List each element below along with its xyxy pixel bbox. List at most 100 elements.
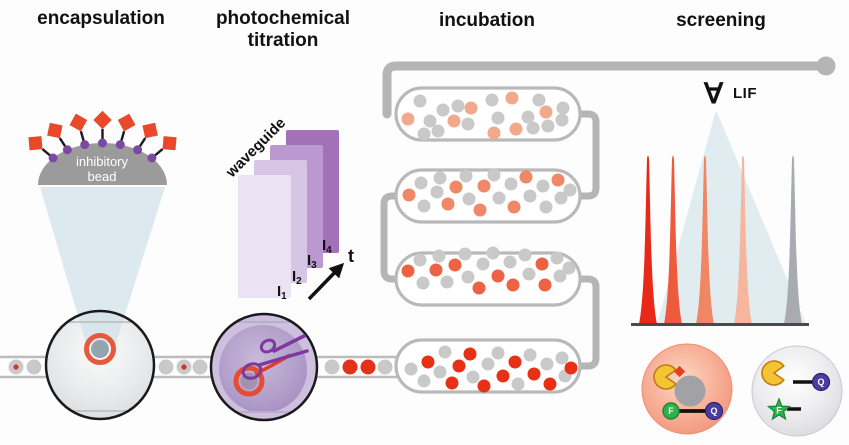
linker-dot — [147, 153, 157, 163]
droplet-dot — [506, 278, 520, 292]
quencher-bead — [811, 372, 831, 392]
droplet-dot — [451, 99, 465, 113]
droplet-dot — [436, 103, 450, 117]
droplet-outline — [209, 312, 319, 422]
receptor-stem — [138, 137, 147, 148]
receptor-stem — [58, 137, 67, 148]
inhibitor-diamond — [142, 122, 158, 139]
receptor-stem — [79, 130, 86, 143]
inhibitor-diamond — [93, 110, 112, 130]
droplet-dot — [433, 365, 447, 379]
droplet-dot — [421, 355, 435, 369]
droplet-dot — [432, 249, 446, 263]
linker-dot — [115, 140, 125, 150]
droplet-bead-dot — [13, 364, 19, 370]
droplet-dot — [527, 367, 541, 381]
header-photochemical-line1: photochemical — [216, 8, 350, 29]
droplet-dot — [481, 357, 495, 371]
bead-core — [91, 340, 109, 358]
magnified-droplet-titration — [209, 312, 319, 422]
droplet-dot — [445, 376, 459, 390]
droplet-dot — [402, 188, 416, 202]
droplet-dot — [417, 199, 431, 213]
linker-dot — [48, 153, 58, 163]
droplet-dot — [563, 183, 577, 197]
droplet-dot — [491, 269, 505, 283]
fluorescence-peak — [734, 155, 752, 324]
gray-droplet — [751, 345, 843, 437]
receptor-stem — [41, 148, 52, 157]
fluorescence-peak — [639, 155, 657, 324]
channel-droplet — [158, 359, 174, 375]
intensity-label: I4 — [322, 237, 332, 256]
droplet-dot — [463, 347, 477, 361]
bead-ring — [84, 333, 116, 365]
droplet-dot — [449, 180, 463, 194]
droplet-dot — [413, 253, 427, 267]
droplet-dot — [543, 377, 557, 391]
quencher-label: Q — [710, 406, 717, 416]
released-droplet — [360, 359, 376, 375]
droplet-dot — [441, 197, 455, 211]
droplet-dot — [414, 176, 428, 190]
quencher-bead — [704, 401, 724, 421]
droplet-dot — [413, 94, 427, 108]
fluorophore-star-icon — [766, 397, 792, 421]
droplet-bead-dot — [181, 364, 187, 370]
bead-ring — [233, 365, 265, 397]
droplet-dot — [472, 281, 486, 295]
droplet-dot — [491, 111, 505, 125]
intensity-labels: I1 I2 I3 I4 — [277, 237, 332, 302]
droplet-dot — [556, 101, 570, 115]
fluorophore-label: F — [668, 406, 674, 416]
droplet-dot — [540, 357, 554, 371]
header-incubation: incubation — [439, 10, 535, 31]
droplet-dot — [509, 122, 523, 136]
droplet-dot — [521, 110, 535, 124]
enzyme-pacman-icon — [761, 360, 785, 386]
droplet-dot — [539, 200, 553, 214]
droplet-outline — [44, 309, 156, 421]
legend-droplet-inhibited: F Q — [641, 343, 733, 435]
droplet-dot — [564, 361, 578, 375]
droplet-dot — [523, 348, 537, 362]
droplet-dot — [551, 173, 565, 187]
linker-dot — [80, 140, 90, 150]
linker-dot — [133, 145, 143, 155]
droplet-dot — [430, 185, 444, 199]
waveguide-panel — [238, 175, 291, 298]
legend-droplet-active: Q F — [751, 345, 843, 437]
droplet-dot — [532, 93, 546, 107]
waveguide-stack — [238, 130, 339, 298]
droplet-dot — [541, 119, 555, 133]
inhibitor-diamond — [162, 136, 177, 151]
droplet-dot — [504, 177, 518, 191]
lif-label: LIF — [733, 85, 757, 102]
droplet-dot — [539, 105, 553, 119]
header-photochemical-line2: titration — [248, 30, 319, 51]
droplet-dot — [508, 355, 522, 369]
released-droplet — [342, 359, 358, 375]
droplet-dot — [417, 374, 431, 388]
fluorescence-peak — [784, 155, 802, 324]
droplet-dot — [461, 117, 475, 131]
droplet-dot — [555, 351, 569, 365]
droplet-dot — [464, 101, 478, 115]
droplet-dot — [522, 267, 536, 281]
receptor-array — [28, 110, 177, 163]
droplet-dot — [492, 191, 506, 205]
incubation-chambers — [394, 86, 582, 394]
inhibitor-diamond — [117, 113, 136, 132]
inhibitor-diamond — [69, 113, 88, 132]
intensity-label: I3 — [307, 252, 317, 271]
fluorophore-bead — [662, 402, 680, 420]
time-arrow — [307, 262, 345, 301]
droplet-dot — [459, 169, 473, 183]
droplet-dot — [555, 113, 569, 127]
droplet-dot — [417, 127, 431, 141]
inhibitory-bead — [38, 143, 167, 185]
scissors-icon — [241, 334, 309, 380]
droplet-dot — [562, 261, 576, 275]
inhibitory-bead-group: inhibitory bead — [28, 110, 177, 185]
